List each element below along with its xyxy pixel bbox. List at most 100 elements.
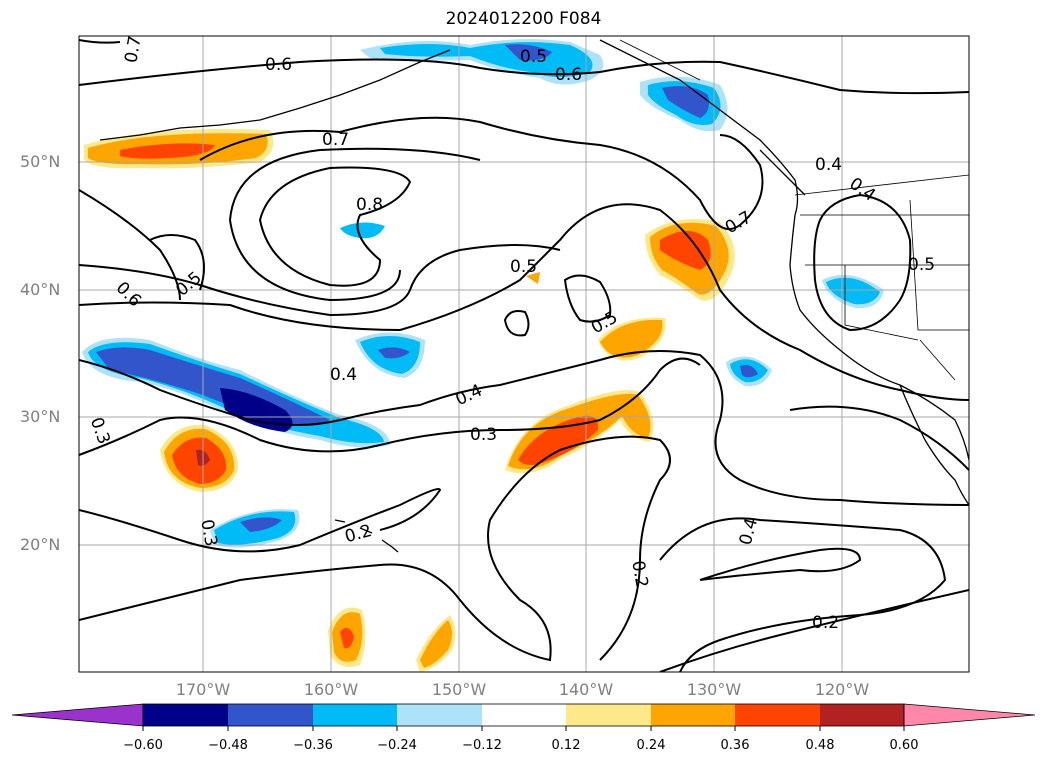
colorbar-segment [820,704,904,726]
borders [619,39,969,381]
contour-label: 0.5 [172,268,206,301]
contour-label: 0.5 [908,255,935,275]
contour-0.3-b [79,488,442,553]
contour-0.5 [79,203,969,401]
colorbar-segment [651,704,735,726]
colorbar-tick-label: 0.60 [889,738,919,753]
plot-frame [78,35,970,673]
pos-field [600,319,663,358]
colorbar [11,703,1036,731]
pos-field [660,231,711,270]
aleutians [99,49,451,141]
pos-field [120,143,215,159]
colorbar-tick-label: −0.48 [208,738,248,753]
colorbar-tick-label: 0.24 [636,738,666,753]
colorbar-tick-label: −0.24 [377,738,417,753]
contour-0.8 [258,166,412,287]
contours [79,39,969,672]
contour-0.5-small [503,310,530,337]
colorbar-segment [566,704,651,726]
colorbar-tick-label: −0.12 [462,738,502,753]
neg-field [826,277,880,305]
graticule [79,36,969,672]
pos-field [340,627,354,649]
colorbar-tick-label: 0.12 [551,738,581,753]
colorbar-frame [142,703,905,727]
shaded-fields [82,39,884,672]
contour-label: 0.4 [453,381,486,411]
contour-label: 0.2 [812,613,839,633]
lon-label-140w: 140°W [558,680,614,699]
colorbar-tick-label: −0.60 [123,738,163,753]
contour-0.7-inner [229,147,481,302]
contour-label: 0.2 [627,559,651,589]
lon-label-150w: 150°W [431,680,487,699]
neg-field [240,517,282,532]
contour-0.6-mid [79,244,561,317]
vancouver-is [759,149,806,196]
contour-label: 0.3 [470,425,497,445]
us-canada-border [794,174,969,196]
map-title: 2024012200 F084 [445,9,602,29]
us-west-coast [789,214,969,461]
hawaii [334,519,399,553]
colorbar-high-extend [903,703,1036,727]
colorbar-segment [228,704,313,726]
contour-label: 0.4 [815,155,842,175]
neg-field [340,222,385,239]
neg-field [740,365,758,378]
contour-label: 0.7 [121,34,145,64]
lat-label-20n: 20°N [20,535,61,554]
contour-0.6-top [79,58,969,95]
neg-field [220,388,293,432]
lon-label-160w: 160°W [303,680,359,699]
pos-field [420,620,452,668]
contour-label: 0.5 [510,257,537,277]
pos-field [526,272,540,284]
neg-field [505,44,552,61]
contour-0.3 [79,357,701,456]
contour-label: 0.4 [330,365,357,385]
contour-label: 0.6 [112,278,145,311]
contour-0.4-main [79,350,969,506]
colorbar-segment [482,704,566,726]
contour-label: 0.3 [196,518,220,548]
contour-label: 0.4 [845,174,879,206]
contour-0.4-sw [699,547,862,581]
contour-0.5-left [149,234,205,291]
contour-0.4-right [813,193,912,332]
colorbar-tick-label: −0.36 [293,738,333,753]
lon-label-130w: 130°W [686,680,742,699]
contour-label: 0.6 [265,55,292,75]
neg-field [96,347,330,425]
contour-label: 0.7 [322,130,349,150]
lon-label-170w: 170°W [175,680,231,699]
contour-0.4-se [659,517,947,672]
colorbar-tick-label: 0.48 [805,738,835,753]
alaska-coast [599,39,799,216]
contour-label: 0.8 [356,195,383,215]
lat-label-50n: 50°N [20,152,61,171]
contour-0.6-left [79,189,181,301]
coastlines [99,39,969,553]
colorbar-tick-label: 0.36 [720,738,750,753]
neg-field [662,86,709,118]
lat-label-30n: 30°N [20,407,61,426]
contour-0.3-right [789,405,969,471]
contour-0.5-loop [563,274,612,323]
colorbar-low-extend [11,703,144,727]
alaska-border [619,39,701,81]
contour-label: 0.4 [736,516,762,547]
state-borders [800,199,969,381]
neg-field [378,347,410,359]
colorbar-segment [397,704,482,726]
baja [899,384,969,506]
contour-0.7 [199,116,764,231]
lat-label-40n: 40°N [20,280,61,299]
colorbar-segment [313,704,397,726]
colorbar-segment [143,704,228,726]
pos-field [518,415,599,465]
contour-labels: 0.7 0.6 0.5 0.6 0.7 0.8 0.6 0.5 0.5 0.4 … [86,34,935,633]
lon-label-120w: 120°W [814,680,870,699]
